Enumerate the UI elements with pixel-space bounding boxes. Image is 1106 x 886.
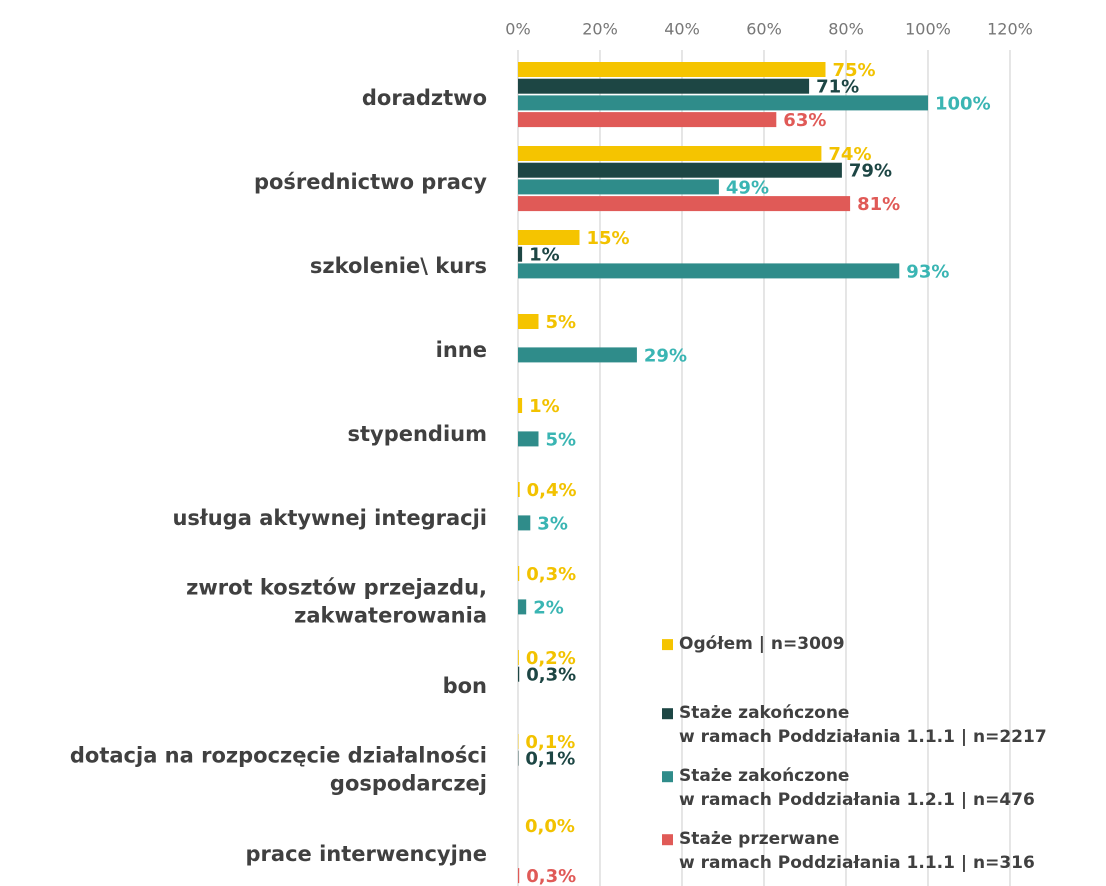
data-label: 100%: [935, 93, 991, 114]
bar: [518, 868, 520, 884]
legend-label: Staże przerwane w ramach Poddziałania 1.…: [679, 829, 1035, 873]
category-label: dotacja na rozpoczęcie działalności gosp…: [69, 743, 487, 796]
data-label: 81%: [857, 194, 900, 215]
category-label: pośrednictwo pracy: [253, 169, 487, 194]
bar: [518, 112, 777, 128]
data-label: 75%: [833, 60, 876, 81]
bar: [518, 347, 637, 363]
data-label: 0,3%: [526, 564, 576, 585]
legend-swatch: [662, 708, 673, 720]
x-tick-label: 80%: [828, 20, 864, 39]
bar: [518, 263, 900, 279]
legend-swatch: [662, 771, 673, 783]
data-label: 15%: [587, 228, 630, 249]
data-label: 2%: [533, 597, 564, 618]
category-label: bon: [442, 673, 487, 698]
data-label: 49%: [726, 177, 769, 198]
data-label: 0,1%: [525, 749, 575, 770]
data-label: 0,1%: [525, 732, 575, 753]
x-tick-label: 20%: [582, 20, 618, 39]
bar: [518, 162, 842, 178]
bar: [518, 566, 520, 581]
category-label: szkolenie\ kurs: [309, 253, 487, 278]
bar: [518, 78, 810, 94]
bar: [518, 314, 539, 329]
data-label: 29%: [644, 345, 687, 366]
bar: [518, 599, 527, 615]
data-label: 0,2%: [526, 648, 576, 669]
bar: [518, 666, 520, 682]
data-label: 5%: [546, 429, 577, 450]
bar: [518, 95, 928, 111]
legend-entry: Staże przerwane w ramach Poddziałania 1.…: [662, 828, 1035, 876]
legend-label: Staże zakończone w ramach Poddziałania 1…: [679, 703, 1047, 747]
category-label: usługa aktywnej integracji: [172, 505, 487, 530]
legend-entry: Staże zakończone w ramach Poddziałania 1…: [662, 702, 1047, 750]
x-tick-label: 40%: [664, 20, 700, 39]
bar: [518, 230, 580, 245]
category-label: zwrot kosztów przejazdu, zakwaterowania: [186, 575, 487, 628]
legend-entry: Staże zakończone w ramach Poddziałania 1…: [662, 765, 1035, 813]
data-label: 5%: [546, 312, 577, 333]
data-label: 1%: [529, 396, 560, 417]
data-label: 0,0%: [525, 816, 575, 837]
data-label: 93%: [906, 261, 949, 282]
bar: [518, 482, 520, 497]
data-label: 71%: [816, 77, 859, 98]
bar: [518, 515, 531, 531]
bar: [518, 179, 719, 195]
bar: [518, 246, 523, 262]
data-label: 79%: [849, 161, 892, 182]
bar: [518, 398, 523, 413]
category-label: doradztwo: [361, 85, 487, 110]
legend-swatch: [662, 639, 673, 651]
data-label: 0,3%: [526, 866, 576, 886]
data-label: 0,3%: [526, 665, 576, 686]
category-label: stypendium: [347, 421, 487, 446]
data-label: 63%: [783, 110, 826, 131]
x-tick-label: 0%: [505, 20, 530, 39]
bar: [518, 650, 519, 665]
bar: [518, 146, 822, 161]
data-label: 0,4%: [527, 480, 577, 501]
legend-entry: Ogółem | n=3009: [662, 633, 845, 657]
legend-swatch: [662, 834, 673, 846]
category-label: prace interwencyjne: [245, 841, 487, 866]
x-tick-label: 100%: [905, 20, 951, 39]
data-label: 3%: [537, 513, 568, 534]
x-tick-label: 120%: [987, 20, 1033, 39]
bar: [518, 196, 851, 212]
data-label: 1%: [529, 245, 560, 266]
data-label: 74%: [828, 144, 871, 165]
legend-label: Ogółem | n=3009: [679, 634, 845, 655]
bar: [518, 431, 539, 447]
x-tick-label: 60%: [746, 20, 782, 39]
bar: [518, 62, 826, 77]
legend-label: Staże zakończone w ramach Poddziałania 1…: [679, 766, 1035, 810]
category-label: inne: [435, 337, 487, 362]
